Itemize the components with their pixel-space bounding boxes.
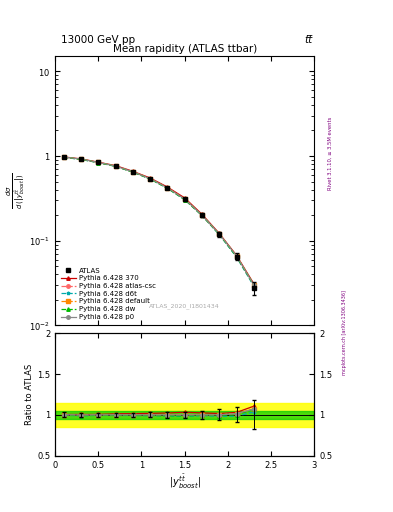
Y-axis label: $\frac{d\sigma}{d\,(\left|y^{t\bar{t}}_{boost}\right|)}$: $\frac{d\sigma}{d\,(\left|y^{t\bar{t}}_{… (4, 173, 27, 209)
Text: Rivet 3.1.10, ≥ 3.5M events: Rivet 3.1.10, ≥ 3.5M events (328, 117, 333, 190)
X-axis label: $|y^{t\bar{t}}_{boost}|$: $|y^{t\bar{t}}_{boost}|$ (169, 472, 201, 490)
Y-axis label: Ratio to ATLAS: Ratio to ATLAS (25, 364, 34, 425)
Legend: ATLAS, Pythia 6.428 370, Pythia 6.428 atlas-csc, Pythia 6.428 d6t, Pythia 6.428 : ATLAS, Pythia 6.428 370, Pythia 6.428 at… (59, 265, 158, 322)
Text: tt̅: tt̅ (304, 35, 312, 45)
Text: 13000 GeV pp: 13000 GeV pp (61, 35, 135, 45)
Title: Mean rapidity (ATLAS ttbar): Mean rapidity (ATLAS ttbar) (112, 44, 257, 54)
Text: ATLAS_2020_I1801434: ATLAS_2020_I1801434 (149, 304, 220, 309)
Text: mcplots.cern.ch [arXiv:1306.3436]: mcplots.cern.ch [arXiv:1306.3436] (342, 290, 347, 375)
